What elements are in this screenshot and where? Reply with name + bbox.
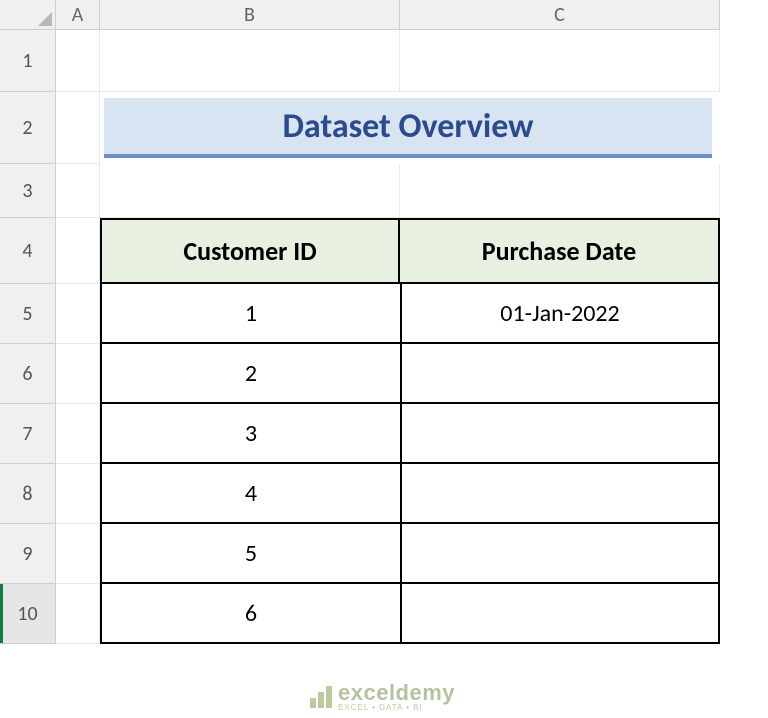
- row-header-8[interactable]: 8: [0, 464, 56, 524]
- cell-c3[interactable]: [400, 164, 720, 218]
- row-header-2[interactable]: 2: [0, 92, 56, 164]
- watermark-text: exceldemy: [338, 682, 455, 704]
- cell-a10[interactable]: [56, 584, 100, 644]
- table-cell-id-6[interactable]: 6: [100, 584, 400, 644]
- row-header-4[interactable]: 4: [0, 218, 56, 284]
- col-header-c[interactable]: C: [400, 0, 720, 30]
- col-header-a[interactable]: A: [56, 0, 100, 30]
- cell-a2[interactable]: [56, 92, 100, 164]
- table-cell-date-6[interactable]: [400, 584, 720, 644]
- col-header-b[interactable]: B: [100, 0, 400, 30]
- table-cell-date-4[interactable]: [400, 464, 720, 524]
- cell-a4[interactable]: [56, 218, 100, 284]
- row-header-7[interactable]: 7: [0, 404, 56, 464]
- table-cell-id-1[interactable]: 1: [100, 284, 400, 344]
- table-header-purchase-date[interactable]: Purchase Date: [400, 218, 720, 284]
- cell-a9[interactable]: [56, 524, 100, 584]
- watermark-logo-icon: [310, 686, 332, 708]
- spreadsheet-grid: A B C 1 2 Dataset Overview 3 4 Customer …: [0, 0, 768, 644]
- row-header-5[interactable]: 5: [0, 284, 56, 344]
- cell-a3[interactable]: [56, 164, 100, 218]
- dataset-title[interactable]: Dataset Overview: [104, 98, 712, 158]
- row-header-9[interactable]: 9: [0, 524, 56, 584]
- cell-a6[interactable]: [56, 344, 100, 404]
- table-cell-date-5[interactable]: [400, 524, 720, 584]
- table-cell-id-2[interactable]: 2: [100, 344, 400, 404]
- cell-c1[interactable]: [400, 30, 720, 92]
- table-header-customer-id[interactable]: Customer ID: [100, 218, 400, 284]
- row-header-1[interactable]: 1: [0, 30, 56, 92]
- table-cell-id-5[interactable]: 5: [100, 524, 400, 584]
- cell-a1[interactable]: [56, 30, 100, 92]
- cell-a8[interactable]: [56, 464, 100, 524]
- table-cell-id-4[interactable]: 4: [100, 464, 400, 524]
- table-cell-date-3[interactable]: [400, 404, 720, 464]
- cell-b3[interactable]: [100, 164, 400, 218]
- table-cell-id-3[interactable]: 3: [100, 404, 400, 464]
- cell-b1[interactable]: [100, 30, 400, 92]
- cell-a7[interactable]: [56, 404, 100, 464]
- table-cell-date-1[interactable]: 01-Jan-2022: [400, 284, 720, 344]
- watermark: exceldemy EXCEL • DATA • BI: [310, 682, 455, 712]
- table-cell-date-2[interactable]: [400, 344, 720, 404]
- watermark-subtext: EXCEL • DATA • BI: [338, 704, 455, 712]
- cell-a5[interactable]: [56, 284, 100, 344]
- row-header-6[interactable]: 6: [0, 344, 56, 404]
- row-header-10[interactable]: 10: [0, 584, 56, 644]
- row-header-3[interactable]: 3: [0, 164, 56, 218]
- select-all-corner[interactable]: [0, 0, 56, 30]
